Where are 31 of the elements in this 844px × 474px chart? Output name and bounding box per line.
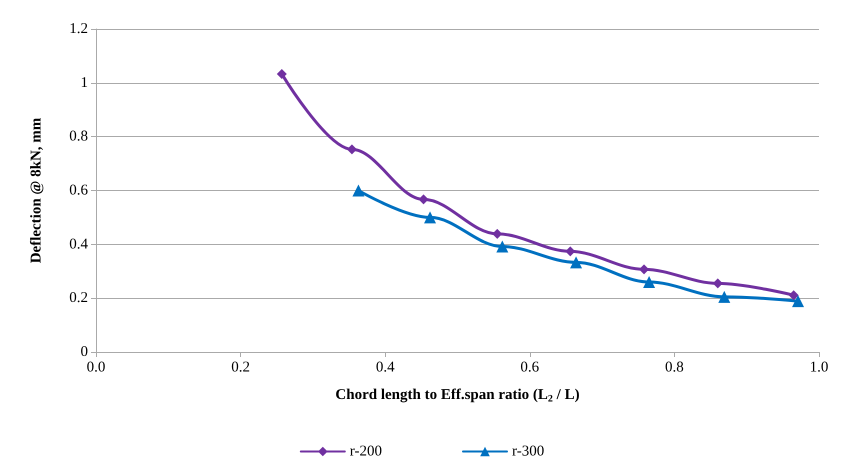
point xyxy=(418,194,429,204)
x-tick-label: 0.0 xyxy=(86,360,106,376)
legend-label: r-200 xyxy=(350,444,382,460)
point xyxy=(565,246,576,256)
point xyxy=(496,240,508,252)
y-tick-label: 0.6 xyxy=(69,182,88,198)
point xyxy=(352,184,364,196)
y-tick-label: 0.2 xyxy=(69,290,88,306)
y-tick-label: 1 xyxy=(80,74,88,91)
y-tick-label: 1.2 xyxy=(69,21,88,37)
y-axis-title: Deflection @ 8kN, mm xyxy=(28,117,44,264)
x-tick-label: 0.2 xyxy=(231,360,250,376)
legend-label: r-300 xyxy=(512,444,544,460)
point xyxy=(492,228,502,239)
y-tick-label: 0 xyxy=(80,344,88,360)
point xyxy=(712,278,723,288)
point xyxy=(276,68,287,79)
point xyxy=(788,290,799,300)
point xyxy=(424,211,436,224)
x-tick-label: 1.0 xyxy=(810,360,828,376)
y-tick-label: 0.4 xyxy=(69,236,88,252)
point xyxy=(643,276,656,288)
x-tick-label: 0.4 xyxy=(376,360,396,376)
x-tick-label: 0.6 xyxy=(520,360,540,376)
point xyxy=(346,144,357,154)
y-tick-label: 0.8 xyxy=(69,128,88,145)
point xyxy=(718,290,730,303)
x-tick-label: 0.8 xyxy=(665,360,684,376)
point xyxy=(792,295,804,308)
point xyxy=(639,264,650,274)
point xyxy=(570,256,582,268)
